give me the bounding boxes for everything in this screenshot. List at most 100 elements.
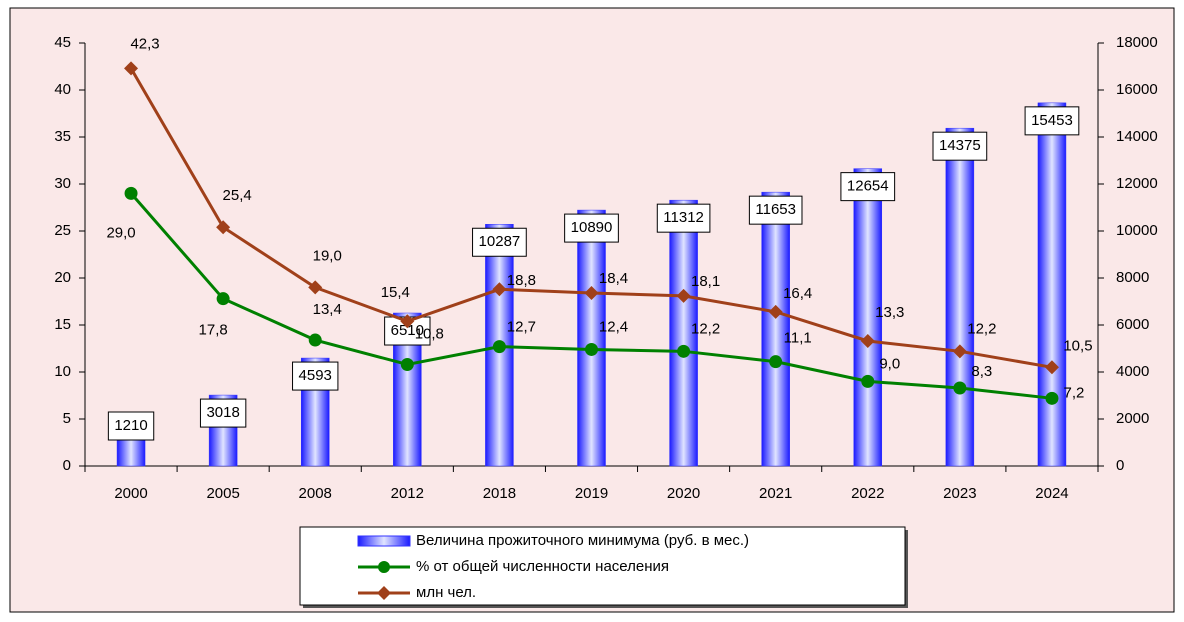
y2-tick-label: 6000 xyxy=(1116,316,1149,333)
marker xyxy=(677,344,691,358)
y2-tick-label: 16000 xyxy=(1116,81,1158,98)
data-label: 12,7 xyxy=(507,319,536,336)
x-tick-label: 2021 xyxy=(759,485,792,502)
data-label: 12,2 xyxy=(967,320,996,337)
y-tick-label: 35 xyxy=(54,128,71,145)
bar-value-label: 1210 xyxy=(114,417,147,434)
y-tick-label: 0 xyxy=(63,457,71,474)
marker xyxy=(400,314,415,329)
data-label: 15,4 xyxy=(381,284,410,301)
bar-label-box xyxy=(656,203,711,233)
marker xyxy=(584,286,599,301)
x-tick-label: 2023 xyxy=(943,485,976,502)
data-label: 8,3 xyxy=(971,363,992,380)
data-label: 18,8 xyxy=(507,272,536,289)
bar-label-box xyxy=(840,172,896,202)
marker xyxy=(308,280,323,295)
data-label: 12,4 xyxy=(599,318,628,335)
y-tick-label: 5 xyxy=(63,410,71,427)
y2-tick-label: 4000 xyxy=(1116,363,1149,380)
y-tick-label: 20 xyxy=(54,269,71,286)
marker xyxy=(1044,360,1059,375)
bar-value-label: 11312 xyxy=(663,209,704,226)
bar-label-box xyxy=(472,227,527,257)
bar-label-box xyxy=(292,361,339,391)
bar-value-label: 10890 xyxy=(571,219,613,236)
marker xyxy=(861,374,875,388)
data-label: 18,4 xyxy=(599,270,628,287)
bar xyxy=(1037,102,1067,467)
data-label: 12,2 xyxy=(691,320,720,337)
marker xyxy=(124,186,138,200)
bar xyxy=(577,209,606,467)
data-label: 25,4 xyxy=(223,187,252,204)
marker xyxy=(768,304,783,319)
legend-swatch xyxy=(357,535,411,547)
data-label: 13,3 xyxy=(875,304,904,321)
bar-value-label: 6510 xyxy=(391,322,424,339)
bar-label-box xyxy=(564,213,619,243)
y-tick-label: 30 xyxy=(54,175,71,192)
bar-label-box xyxy=(932,131,988,161)
bar-value-label: 3018 xyxy=(206,404,239,421)
legend-label: % от общей численности населения xyxy=(416,558,669,575)
y-tick-label: 45 xyxy=(54,34,71,51)
y-tick-label: 10 xyxy=(54,363,71,380)
marker xyxy=(769,355,783,369)
marker xyxy=(585,342,598,356)
marker xyxy=(952,344,967,359)
x-tick-label: 2012 xyxy=(391,485,424,502)
data-label: 16,4 xyxy=(783,285,812,302)
bar-value-label: 4593 xyxy=(299,367,332,384)
data-label: 13,4 xyxy=(313,301,342,318)
marker xyxy=(124,61,139,76)
x-tick-label: 2008 xyxy=(299,485,332,502)
marker xyxy=(676,288,691,303)
bar xyxy=(116,437,146,467)
data-label: 42,3 xyxy=(130,35,159,52)
x-tick-label: 2000 xyxy=(114,485,147,502)
bar xyxy=(669,199,698,467)
marker xyxy=(492,340,506,354)
bar-value-label: 12654 xyxy=(847,178,889,195)
y2-tick-label: 14000 xyxy=(1116,128,1158,145)
marker xyxy=(860,333,875,348)
legend-label: Величина прожиточного минимума (руб. в м… xyxy=(416,532,749,549)
y2-tick-label: 8000 xyxy=(1116,269,1149,286)
marker xyxy=(1045,391,1059,405)
legend-marker xyxy=(377,586,391,600)
data-label: 9,0 xyxy=(879,355,900,372)
marker xyxy=(216,292,230,306)
marker xyxy=(492,282,507,297)
bar-label-box xyxy=(107,411,155,441)
bar xyxy=(761,191,790,467)
data-label: 18,1 xyxy=(691,273,720,290)
bar xyxy=(945,127,975,467)
bar-value-label: 14375 xyxy=(939,137,981,154)
legend-marker xyxy=(378,561,390,573)
y-tick-label: 40 xyxy=(54,81,71,98)
data-label: 29,0 xyxy=(106,224,135,241)
x-tick-label: 2020 xyxy=(667,485,700,502)
x-tick-label: 2022 xyxy=(851,485,884,502)
x-tick-label: 2018 xyxy=(483,485,516,502)
data-label: 7,2 xyxy=(1064,384,1085,401)
y2-tick-label: 18000 xyxy=(1116,34,1158,51)
bar-value-label: 10287 xyxy=(479,233,521,250)
data-label: 19,0 xyxy=(313,247,342,264)
x-tick-label: 2005 xyxy=(206,485,239,502)
bar-value-label: 15453 xyxy=(1031,112,1073,129)
data-label: 10,8 xyxy=(415,325,444,342)
bar xyxy=(853,168,883,467)
y-tick-label: 25 xyxy=(54,222,71,239)
x-tick-label: 2024 xyxy=(1035,485,1068,502)
bar-label-box xyxy=(199,398,247,428)
bar-label-box xyxy=(748,195,803,225)
y2-tick-label: 0 xyxy=(1116,457,1124,474)
y2-tick-label: 10000 xyxy=(1116,222,1158,239)
marker xyxy=(953,381,967,395)
x-tick-label: 2019 xyxy=(575,485,608,502)
data-label: 17,8 xyxy=(199,322,228,339)
data-label: 11,1 xyxy=(784,330,812,347)
